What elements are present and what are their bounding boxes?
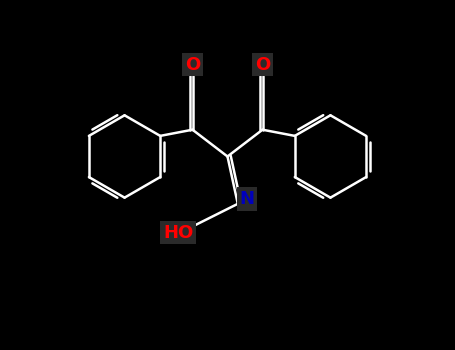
Text: N: N (239, 190, 254, 208)
Text: O: O (255, 56, 270, 74)
Text: HO: HO (163, 224, 193, 241)
Text: O: O (185, 56, 200, 74)
